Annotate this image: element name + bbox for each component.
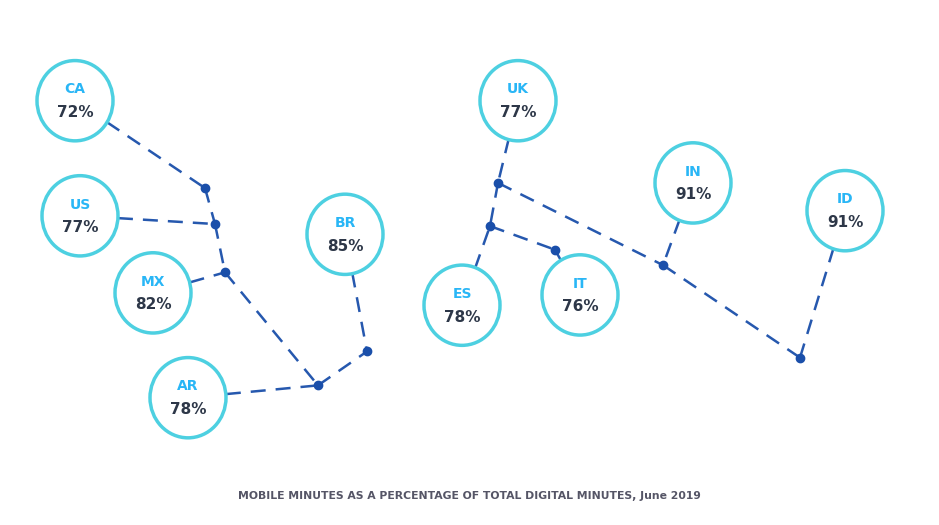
Text: UK: UK (507, 82, 529, 97)
Text: 78%: 78% (170, 402, 207, 417)
Ellipse shape (807, 171, 883, 251)
Ellipse shape (480, 60, 556, 141)
Text: IT: IT (573, 277, 588, 291)
Ellipse shape (42, 176, 118, 256)
Text: AR: AR (177, 380, 199, 393)
Text: CA: CA (65, 82, 85, 97)
Ellipse shape (655, 143, 731, 223)
Text: 78%: 78% (444, 310, 480, 325)
Text: 85%: 85% (327, 239, 363, 254)
Text: 91%: 91% (827, 215, 863, 230)
Text: 91%: 91% (675, 187, 711, 203)
Text: BR: BR (334, 216, 356, 230)
Text: 76%: 76% (562, 299, 598, 314)
Text: MX: MX (141, 275, 165, 289)
Text: 77%: 77% (62, 220, 99, 235)
Text: 72%: 72% (56, 105, 93, 120)
Text: MOBILE MINUTES AS A PERCENTAGE OF TOTAL DIGITAL MINUTES, June 2019: MOBILE MINUTES AS A PERCENTAGE OF TOTAL … (239, 491, 700, 501)
Text: ID: ID (837, 193, 854, 206)
Ellipse shape (37, 60, 113, 141)
Text: 77%: 77% (500, 105, 536, 120)
Text: ES: ES (453, 287, 471, 301)
Text: IN: IN (685, 165, 701, 178)
Ellipse shape (542, 255, 618, 335)
Ellipse shape (115, 253, 191, 333)
Ellipse shape (307, 194, 383, 275)
Ellipse shape (424, 265, 500, 345)
Ellipse shape (150, 358, 226, 438)
Text: US: US (69, 197, 91, 212)
Text: 82%: 82% (134, 298, 171, 312)
